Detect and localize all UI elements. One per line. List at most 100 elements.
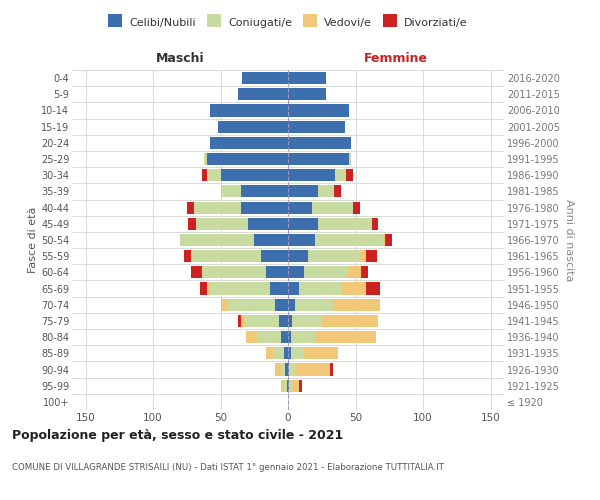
Bar	[315, 331, 376, 343]
Bar	[290, 331, 315, 343]
Text: Femmine: Femmine	[364, 52, 428, 65]
Bar	[180, 234, 254, 246]
Bar	[342, 282, 366, 294]
Bar	[218, 120, 288, 132]
Bar	[296, 364, 330, 376]
Bar	[292, 380, 299, 392]
Bar	[210, 104, 288, 117]
Bar	[290, 348, 304, 360]
Bar	[227, 298, 275, 311]
Bar	[292, 315, 322, 327]
Bar	[286, 364, 288, 376]
Bar	[246, 331, 257, 343]
Bar	[184, 250, 191, 262]
Bar	[308, 250, 359, 262]
Bar	[200, 282, 207, 294]
Bar	[207, 169, 221, 181]
Text: Maschi: Maschi	[155, 52, 205, 65]
Bar	[346, 169, 353, 181]
Bar	[288, 234, 315, 246]
Bar	[271, 282, 288, 294]
Bar	[241, 202, 288, 213]
Bar	[261, 250, 288, 262]
Bar	[372, 218, 379, 230]
Bar	[288, 88, 326, 101]
Bar	[366, 282, 380, 294]
Bar	[204, 153, 207, 165]
Bar	[385, 234, 392, 246]
Bar	[332, 298, 380, 311]
Bar	[288, 72, 326, 84]
Bar	[289, 364, 296, 376]
Bar	[288, 315, 292, 327]
Bar	[353, 202, 359, 213]
Bar	[349, 153, 352, 165]
Bar	[257, 331, 281, 343]
Text: Popolazione per età, sesso e stato civile - 2021: Popolazione per età, sesso e stato civil…	[12, 430, 343, 442]
Bar	[221, 298, 227, 311]
Bar	[288, 250, 308, 262]
Bar	[318, 218, 372, 230]
Bar	[366, 250, 377, 262]
Bar	[288, 298, 295, 311]
Y-axis label: Fasce di età: Fasce di età	[28, 207, 38, 273]
Bar	[335, 169, 346, 181]
Bar	[273, 348, 284, 360]
Bar	[193, 202, 241, 213]
Bar	[288, 282, 299, 294]
Y-axis label: Anni di nascita: Anni di nascita	[563, 198, 574, 281]
Bar	[299, 282, 342, 294]
Bar	[359, 250, 366, 262]
Bar	[288, 380, 289, 392]
Bar	[281, 364, 286, 376]
Bar	[304, 348, 338, 360]
Bar	[275, 298, 288, 311]
Bar	[288, 120, 344, 132]
Bar	[304, 266, 347, 278]
Bar	[288, 137, 352, 149]
Bar	[315, 234, 383, 246]
Bar	[266, 348, 273, 360]
Bar	[281, 331, 288, 343]
Bar	[288, 266, 304, 278]
Bar	[330, 364, 332, 376]
Bar	[361, 266, 368, 278]
Bar	[210, 137, 288, 149]
Bar	[202, 169, 207, 181]
Legend: Celibi/Nubili, Coniugati/e, Vedovi/e, Divorziati/e: Celibi/Nubili, Coniugati/e, Vedovi/e, Di…	[104, 13, 472, 32]
Bar	[245, 315, 278, 327]
Bar	[284, 380, 287, 392]
Bar	[322, 315, 379, 327]
Text: COMUNE DI VILLAGRANDE STRISAILI (NU) - Dati ISTAT 1° gennaio 2021 - Elaborazione: COMUNE DI VILLAGRANDE STRISAILI (NU) - D…	[12, 464, 444, 472]
Bar	[238, 88, 288, 101]
Bar	[334, 186, 341, 198]
Bar	[254, 234, 288, 246]
Bar	[284, 348, 288, 360]
Bar	[202, 266, 266, 278]
Bar	[242, 72, 288, 84]
Bar	[278, 315, 288, 327]
Bar	[288, 364, 289, 376]
Bar	[288, 169, 335, 181]
Bar	[207, 153, 288, 165]
Bar	[221, 186, 241, 198]
Bar	[288, 153, 349, 165]
Bar	[191, 250, 261, 262]
Bar	[288, 202, 313, 213]
Bar	[295, 298, 332, 311]
Bar	[288, 218, 318, 230]
Bar	[289, 380, 292, 392]
Bar	[187, 202, 193, 213]
Bar	[288, 331, 290, 343]
Bar	[241, 315, 245, 327]
Bar	[383, 234, 385, 246]
Bar	[313, 202, 353, 213]
Bar	[238, 315, 241, 327]
Bar	[207, 282, 210, 294]
Bar	[318, 186, 334, 198]
Bar	[210, 282, 271, 294]
Bar	[191, 266, 202, 278]
Bar	[241, 186, 288, 198]
Bar	[299, 380, 302, 392]
Bar	[347, 266, 361, 278]
